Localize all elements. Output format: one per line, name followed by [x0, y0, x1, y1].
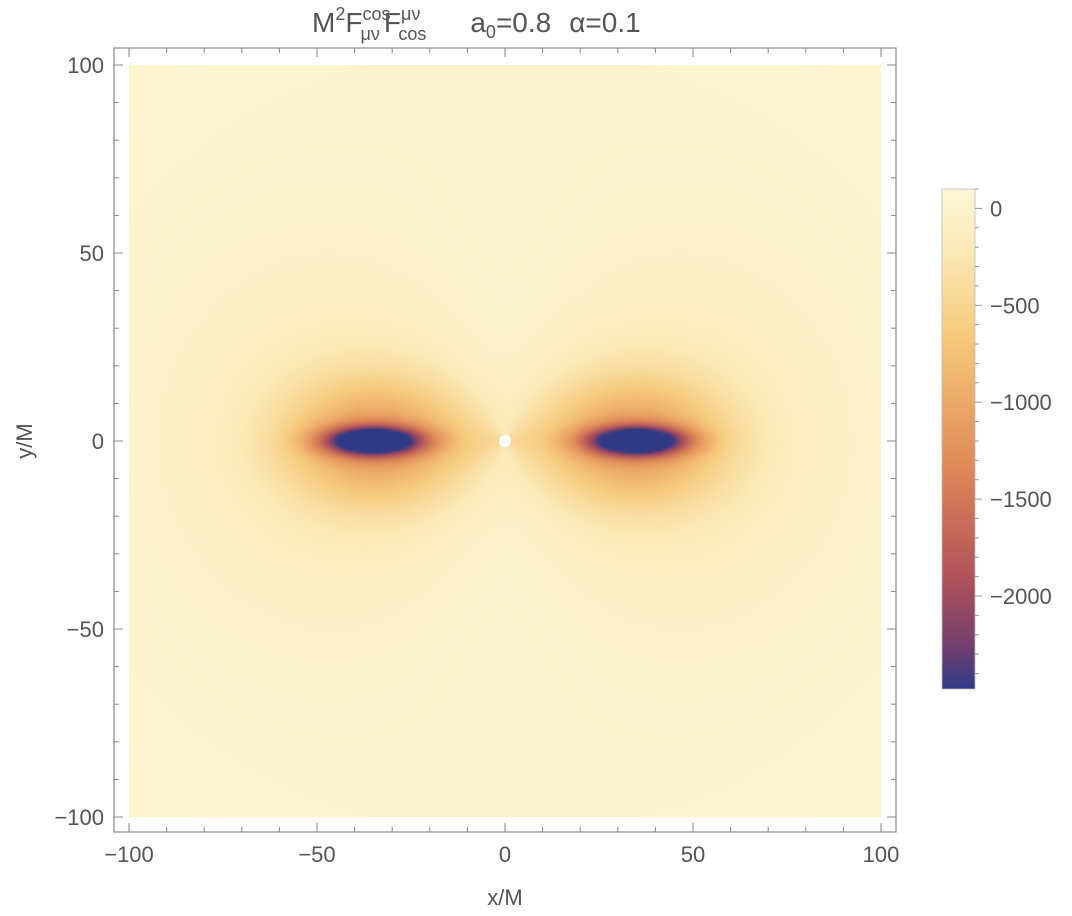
colorbar-tick-label: 0: [990, 196, 1002, 221]
colorbar-tick-label: −1500: [990, 487, 1052, 512]
title-m: M: [312, 7, 335, 38]
title-f1-sub: μν: [360, 24, 379, 44]
y-tick-label: 0: [92, 429, 104, 454]
frame-ticks: [114, 48, 896, 832]
origin-hole-marker: [499, 435, 511, 447]
y-tick-label: −50: [67, 617, 104, 642]
x-tick-label: 100: [863, 842, 900, 867]
chart-title: M2Fcos μν Fμν cos a0=0.8 α=0.1: [312, 4, 641, 44]
colorbar-tick-label: −2000: [990, 584, 1052, 609]
title-a-value: =0.8: [496, 7, 551, 38]
colorbar-frame: [941, 188, 976, 690]
y-tick-label: 100: [67, 53, 104, 78]
title-f2-sub: cos: [398, 24, 426, 44]
title-a: a: [470, 7, 486, 38]
colorbar-tick-label: −1000: [990, 390, 1052, 415]
title-alpha-value: =0.1: [585, 7, 640, 38]
y-tick-label: 50: [80, 241, 104, 266]
title-f1-sup: cos: [362, 4, 390, 24]
heatmap-area: [129, 65, 881, 817]
title-m-sup: 2: [335, 4, 345, 24]
x-tick-label: −50: [298, 842, 335, 867]
x-tick-label: −100: [104, 842, 154, 867]
title-alpha: α: [569, 7, 585, 38]
x-tick-label: 50: [681, 842, 705, 867]
colorbar: 0 −500 −1000 −1500 −2000: [941, 188, 1052, 690]
x-tick-label: 0: [499, 842, 511, 867]
title-f2: F: [384, 7, 401, 38]
x-tick-labels: −100 −50 0 50 100: [104, 842, 899, 867]
colorbar-tick-label: −500: [990, 293, 1040, 318]
x-axis-label: x/M: [487, 885, 522, 910]
title-a-sub: 0: [486, 22, 496, 42]
colorbar-ticks: 0 −500 −1000 −1500 −2000: [975, 188, 1052, 674]
y-tick-label: −100: [54, 805, 104, 830]
y-axis-label: y/M: [12, 423, 37, 458]
y-tick-labels: 100 50 0 −50 −100: [54, 53, 104, 830]
title-f1: F: [345, 7, 362, 38]
colorbar-gradient: [942, 189, 975, 689]
title-f2-sup: μν: [401, 4, 420, 24]
